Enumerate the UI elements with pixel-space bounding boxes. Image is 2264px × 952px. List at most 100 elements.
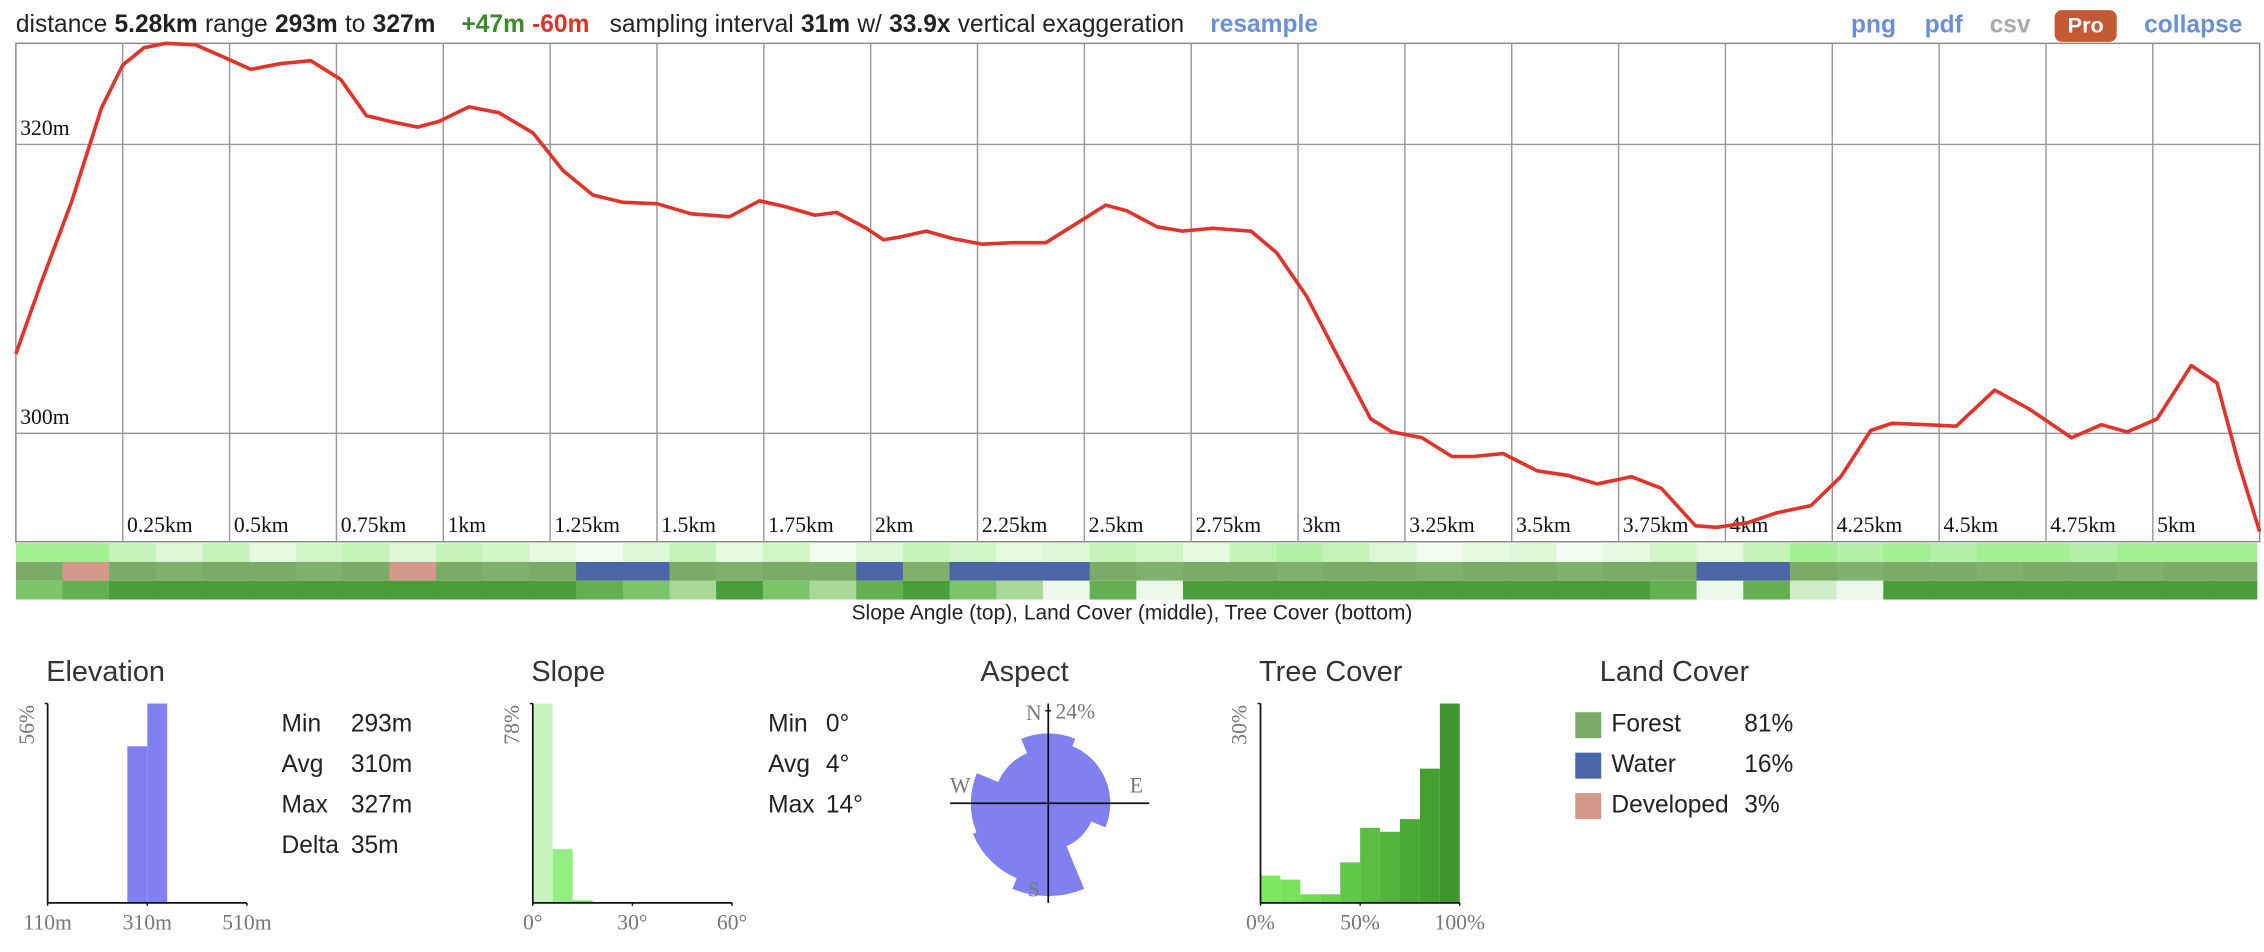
- band-cell: [249, 543, 297, 562]
- value: 31m: [801, 11, 850, 38]
- band-cell: [996, 543, 1044, 562]
- band-cell: [389, 580, 437, 600]
- band-cell: [1183, 561, 1231, 581]
- x-tick-label: 2.75km: [1196, 513, 1262, 537]
- y-tick-label: 320m: [20, 116, 69, 140]
- band-cell: [155, 561, 204, 581]
- band-cell: [1556, 580, 1604, 600]
- band-cell: [2210, 580, 2258, 600]
- value: 5.28km: [115, 11, 198, 38]
- band-cell: [1789, 561, 1838, 581]
- band-cell: [1323, 543, 1371, 562]
- collapse-link[interactable]: collapse: [2144, 11, 2242, 38]
- histogram-bar: [127, 746, 148, 903]
- band-cell: [996, 580, 1044, 600]
- band-cell: [1836, 580, 1884, 600]
- band-cell: [342, 561, 390, 581]
- x-tick-label: 3km: [1302, 513, 1341, 537]
- direction-label: E: [1130, 773, 1143, 797]
- band-cell: [109, 543, 157, 562]
- stat-label: Avg: [282, 751, 324, 778]
- x-tick-label: 50%: [1340, 911, 1380, 935]
- band-cell: [1556, 561, 1604, 581]
- band-cell: [15, 543, 64, 562]
- stat-label: Avg: [768, 751, 810, 778]
- band-cell: [669, 561, 717, 581]
- pro-label[interactable]: Pro: [2068, 12, 2104, 37]
- rose-wedge: [997, 752, 1050, 805]
- x-tick-label: 1km: [448, 513, 487, 537]
- band-cell: [669, 580, 717, 600]
- legend-value: 3%: [1744, 792, 1779, 819]
- x-tick-label: 5km: [2157, 513, 2196, 537]
- band-cell: [949, 543, 997, 562]
- band-cell: [1883, 543, 1931, 562]
- label: range: [205, 11, 268, 38]
- x-tick-label: 4.5km: [1943, 513, 1998, 537]
- band-cell: [1042, 543, 1091, 562]
- band-cell: [1463, 561, 1511, 581]
- label: sampling interval: [610, 11, 794, 38]
- plot-border: [15, 42, 2261, 543]
- band-caption: Slope Angle (top), Land Cover (middle), …: [852, 601, 1413, 624]
- histogram-bar: [1280, 879, 1301, 903]
- band-cell: [1556, 543, 1604, 562]
- band-cell: [856, 543, 904, 562]
- panel-title: Tree Cover: [1259, 656, 1403, 688]
- label: w/: [856, 11, 882, 38]
- histogram-bar: [572, 900, 593, 903]
- resample-link[interactable]: resample: [1210, 11, 1318, 38]
- band-cell: [1509, 561, 1558, 581]
- png-link[interactable]: png: [1851, 11, 1896, 38]
- band-cell: [902, 561, 951, 581]
- pro-button[interactable]: [2054, 10, 2117, 42]
- stat-label: Max: [768, 792, 815, 819]
- label: vertical exaggeration: [958, 11, 1184, 38]
- x-tick-label: 3.25km: [1409, 513, 1475, 537]
- band-cell: [342, 543, 390, 562]
- band-cell: [1649, 561, 1698, 581]
- legend-swatch: [1575, 752, 1602, 779]
- direction-label: N: [1026, 701, 1042, 725]
- band-cell: [1976, 580, 2024, 600]
- band-cell: [62, 543, 110, 562]
- band-cell: [1743, 543, 1791, 562]
- band-cell: [622, 580, 671, 600]
- band-cell: [202, 580, 250, 600]
- r-tick-label: 24%: [1055, 700, 1095, 724]
- band-cell: [1789, 580, 1838, 600]
- band-cell: [295, 580, 344, 600]
- stat-label: Max: [282, 792, 329, 819]
- band-cell: [716, 580, 764, 600]
- band-cell: [1463, 543, 1511, 562]
- x-tick-label: 2.25km: [982, 513, 1048, 537]
- band-cell: [1836, 561, 1884, 581]
- band-cell: [389, 561, 437, 581]
- band-cell: [295, 561, 344, 581]
- band-cell: [1136, 561, 1184, 581]
- x-tick-label: 0.5km: [234, 513, 289, 537]
- band-cell: [436, 561, 484, 581]
- band-cell: [436, 543, 484, 562]
- csv-link[interactable]: csv: [1990, 11, 2031, 38]
- band-cell: [856, 561, 904, 581]
- x-tick-label: 3.75km: [1623, 513, 1689, 537]
- band-cell: [482, 561, 530, 581]
- band-cell: [2070, 561, 2118, 581]
- pdf-link[interactable]: pdf: [1925, 11, 1964, 38]
- band-cell: [202, 561, 250, 581]
- band-cell: [576, 543, 624, 562]
- histogram-bar: [1439, 703, 1460, 903]
- band-cell: [109, 580, 157, 600]
- band-cell: [1696, 561, 1744, 581]
- band-cell: [762, 543, 811, 562]
- band-cell: [2070, 580, 2118, 600]
- band-cell: [1229, 543, 1277, 562]
- x-tick-label: 0.75km: [341, 513, 407, 537]
- band-cell: [62, 580, 110, 600]
- band-cell: [2163, 561, 2211, 581]
- band-cell: [1042, 580, 1091, 600]
- x-tick-label: 2.5km: [1089, 513, 1144, 537]
- band-cell: [1509, 543, 1558, 562]
